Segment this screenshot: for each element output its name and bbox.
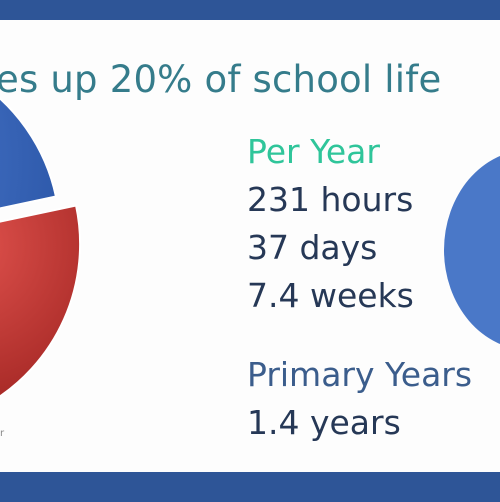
per-year-days: 37 days bbox=[247, 228, 378, 267]
pie-slice-red bbox=[0, 204, 82, 398]
pie-slice-blue bbox=[0, 97, 58, 210]
per-year-hours: 231 hours bbox=[247, 180, 414, 219]
slide-title: es up 20% of school life bbox=[0, 58, 442, 101]
legend-label: r bbox=[0, 428, 5, 439]
primary-years-heading: Primary Years bbox=[247, 355, 473, 394]
stats-panel: Per Year 231 hours 37 days 7.4 weeks Pri… bbox=[247, 128, 472, 447]
per-year-weeks: 7.4 weeks bbox=[247, 276, 414, 315]
stats-gap bbox=[247, 320, 472, 351]
slide: es up 20% of school life r Per Year 231 … bbox=[0, 20, 500, 472]
primary-years-value: 1.4 years bbox=[247, 403, 401, 442]
pie-chart bbox=[0, 97, 82, 398]
per-year-heading: Per Year bbox=[247, 132, 380, 171]
